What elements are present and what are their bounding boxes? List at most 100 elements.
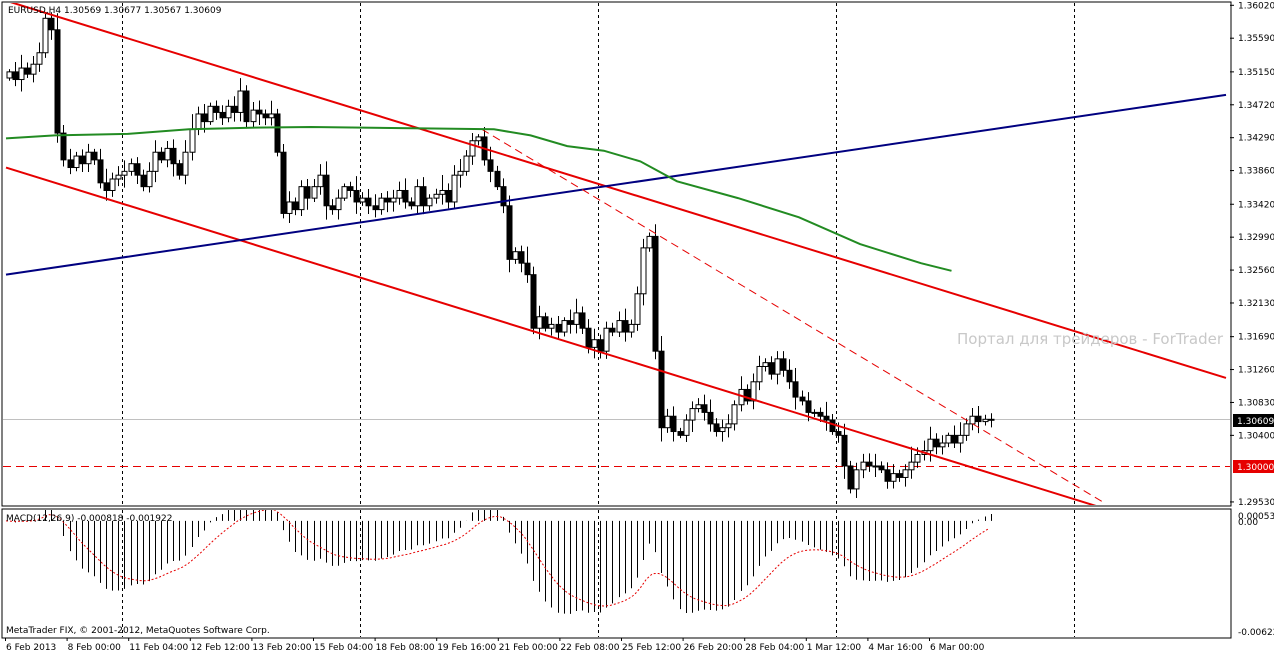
candle [317,164,324,195]
candle-body-bear [652,235,659,352]
candle [689,401,696,432]
candle-body-bear [506,205,513,260]
candle-body-bear [402,189,409,203]
candle [323,161,330,220]
candle-body-bull [914,453,921,463]
candle-body-bull [634,293,641,325]
candle-body-bear [97,159,104,184]
candle [170,139,177,177]
candle-body-bear [658,350,665,429]
candle-body-bull [109,178,116,191]
symbol-header: EURUSD,H4 1.30569 1.30677 1.30567 1.3060… [8,6,222,16]
candle [494,165,501,190]
candle-body-bear [896,473,903,478]
candle [622,308,629,342]
price-axis[interactable]: 1.36020 1.35590 1.35150 1.34720 1.34290 1.338… [1230,1,1274,508]
candle-body-bull [85,151,92,165]
candle-body-bull [237,90,244,113]
time-tick-label: 26 Feb 20:00 [684,643,743,653]
candle [262,109,269,126]
current-price-label: 1.30609 [1233,414,1274,427]
watermark-text: Портал для трейдеров - ForTrader [957,330,1224,348]
candle [866,453,873,472]
candle-body-bull [719,427,726,433]
candle [530,266,537,335]
candle-body-bull [250,109,257,123]
macd-header: MACD(12,26,9) -0.000818 -0.001922 [6,514,172,524]
candle-body-bear [817,411,824,417]
candle [372,194,379,218]
candle [213,100,220,120]
candle-body-bear [677,431,684,436]
candle [158,147,165,164]
candle-body-bull [811,411,818,414]
candle-body-bear [408,201,415,207]
candle-body-bull [731,404,738,425]
candle-body-bull [73,155,80,169]
candle [469,133,476,165]
channel-lower-line [5,166,1097,505]
time-tick-label: 28 Feb 04:00 [745,643,804,653]
candle [774,351,781,385]
candle [195,106,202,136]
candle-body-bear [768,362,775,375]
candle [670,406,677,442]
candle [762,358,769,372]
candle [799,390,806,406]
candle-body-bull [42,17,49,54]
candle [103,168,110,201]
candle-body-bear [530,274,537,329]
candle-body-bull [341,186,348,199]
candle-body-bull [463,155,470,172]
time-tick-label: 6 Feb 2013 [6,643,56,653]
candle [250,102,257,128]
time-tick-label: 22 Feb 08:00 [560,643,619,653]
time-axis[interactable]: 6 Feb 2013 8 Feb 00:00 11 Feb 04:00 12 Feb … [5,638,985,653]
time-tick-label: 4 Mar 16:00 [868,643,923,653]
candle [719,419,726,442]
candle [591,328,598,359]
candle [201,104,208,133]
candle [347,181,354,198]
candle-body-bear [786,369,793,383]
candle [555,316,562,340]
candle [359,192,366,206]
candle [927,426,934,462]
candle-body-bear [829,419,836,433]
level-price-value: 1.30000 [1237,463,1274,473]
candle [353,176,360,214]
time-tick-label: 8 Feb 00:00 [68,643,122,653]
candle-body-bear [176,163,183,176]
candle [384,191,391,213]
candle [115,166,122,187]
candle-body-bull [957,434,964,444]
candle-body-bear [79,155,86,165]
candle [884,462,891,489]
candle [164,141,171,168]
candle-body-bull [853,469,860,490]
candle-body-bear [329,205,336,211]
candle-body-bear [420,186,427,207]
candle [786,359,793,389]
candle-body-bear [494,170,501,188]
candle-body-bull [908,461,915,471]
candle [561,317,568,337]
candle-body-bull [774,358,781,375]
candle [237,78,244,122]
candle [908,446,915,479]
candle-body-bear [67,159,74,169]
blue-trend-line [5,93,1227,276]
candle [860,453,867,479]
candle [634,286,641,331]
candle [451,165,458,210]
macd-tick-label: 0.000537 [1238,512,1274,522]
candle [243,85,250,128]
candle-body-bull [640,247,647,295]
candlesticks[interactable] [6,12,995,499]
level-price-label: 1.30000 [1233,460,1274,473]
candle-body-bear [792,381,799,398]
candle-body-bear [134,163,141,176]
candle-body-bull [982,418,989,423]
candle [73,151,80,172]
